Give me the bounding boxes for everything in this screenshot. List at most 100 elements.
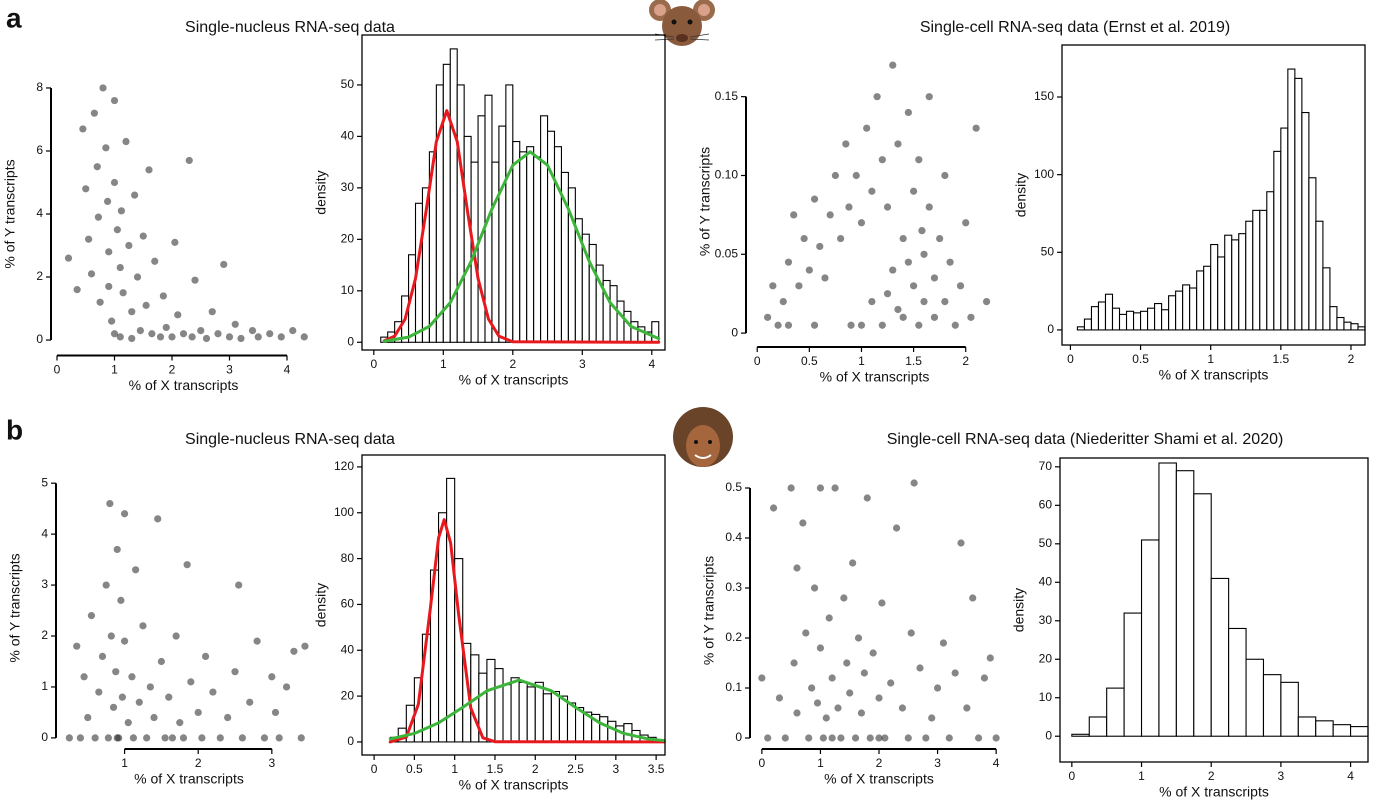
y-tick-label: 20 [341,232,355,246]
x-tick-label: 1 [440,357,447,371]
scatter-point [793,564,801,572]
scatter-point [825,614,833,622]
scatter-point [869,649,877,657]
histogram-bar [1106,687,1125,737]
y-tick-label: 120 [334,459,354,473]
scatter-point [769,504,778,512]
scatter-point [957,539,965,547]
y-tick-label: 0 [735,730,742,744]
x-tick-label: 3 [934,756,941,770]
scatter-point [110,178,119,187]
scatter-point [98,652,107,660]
scatter-point [282,683,291,691]
histogram-bar [1262,674,1282,737]
scatter-point [231,320,239,328]
scatter-point [875,734,883,742]
scatter-point [992,734,1000,742]
scatter-point [967,313,975,321]
scatter-point [764,734,772,742]
scatter-point [106,499,114,508]
scatter-point [793,709,801,717]
scatter-point [784,321,793,329]
scatter-point [268,673,276,681]
scatter-point [834,704,842,712]
scatter-point [928,714,936,722]
scatter-point [986,654,994,662]
scatter-point [214,330,222,338]
scatter-point [915,321,923,329]
scatter-point [110,330,119,338]
x-axis-label: % of X transcripts [129,377,239,393]
scatter-point [764,313,772,321]
x-axis-label: % of X transcripts [459,372,569,388]
scatter-point [969,594,977,602]
person-icon [673,407,733,467]
histogram-bar [1315,720,1334,737]
scatter-point [179,734,188,742]
scatter-point [237,334,245,343]
y-tick-label: 4 [36,206,43,220]
histogram-bar [1097,301,1107,331]
scatter-point [910,479,918,487]
x-axis-label: % of X transcripts [134,771,244,787]
histogram-bar [1231,239,1240,331]
mouse-icon [649,0,715,46]
scatter-point [845,203,853,211]
scatter-point [945,734,953,742]
histogram-bar [1071,733,1090,737]
scatter-point [930,274,939,282]
y-tick-label: 0 [36,332,43,346]
scatter-point [105,248,113,256]
scatter-point [171,238,179,246]
scatter-point [64,254,73,262]
x-tick-label: 2 [1348,352,1355,366]
scatter-point [854,634,863,642]
histogram-bar [1322,267,1331,331]
scatter-point [248,326,257,335]
scatter-point [76,734,85,742]
histogram-bar [494,668,504,743]
scatter-point [925,93,933,101]
x-tick-label: 0 [1067,352,1074,366]
scatter-point [860,669,868,677]
scatter-point [146,683,154,691]
scatter-point [795,282,803,290]
scatter-point [122,137,130,146]
scatter-point [831,484,839,492]
fit-curve [382,109,661,344]
scatter-point [951,321,959,329]
x-tick-label: 2 [169,363,176,377]
x-axis-label: % of X transcripts [1159,367,1269,383]
histogram-bar [616,300,625,343]
scatter-point [980,674,989,682]
scatter-point [112,668,120,676]
scatter-point [109,703,118,711]
scatter-point [117,207,125,215]
x-tick-label: 1.5 [905,354,922,368]
y-tick-label: 80 [341,551,355,565]
scatter-point [863,124,871,132]
histogram-bar [1123,612,1143,737]
scatter-point [84,713,92,722]
y-tick-label: 30 [1039,613,1053,627]
scatter-point [837,234,845,243]
panel-heading: Single-cell RNA-seq data (Niederitter Sh… [887,431,1284,448]
histogram-bar [1210,577,1230,737]
scatter-point [925,203,933,211]
scatter-point [117,596,125,604]
scatter-point [873,93,881,101]
scatter-point [168,734,177,742]
scatter-point [179,330,188,338]
scatter-point [889,61,897,69]
scatter-point [201,652,210,660]
scatter-point [289,326,297,335]
scatter-point [828,734,836,742]
x-tick-label: 4 [1347,769,1354,783]
y-tick-label: 0.05 [715,246,739,260]
scatter-point [65,734,73,742]
fit-curve [388,678,666,743]
histogram-bar [609,285,618,343]
x-tick-label: 3 [268,756,275,770]
x-tick-label: 0.5 [801,354,818,368]
